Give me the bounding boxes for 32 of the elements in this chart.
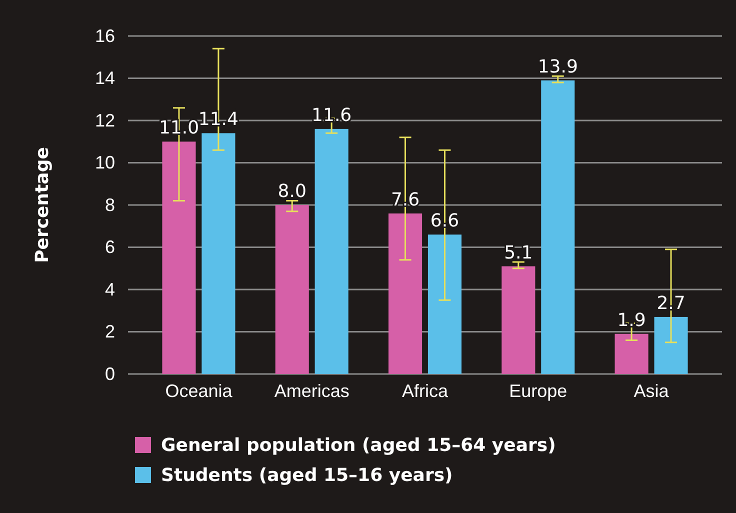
y-tick-label: 14 — [94, 68, 115, 88]
bar — [428, 234, 462, 374]
y-tick-label: 6 — [104, 237, 115, 258]
bar — [502, 266, 536, 374]
data-label: 11.6 — [312, 104, 352, 126]
x-tick-label: Africa — [402, 380, 449, 401]
y-tick-label: 12 — [94, 110, 115, 130]
bar — [202, 133, 236, 374]
y-axis-title: Percentage — [32, 147, 53, 263]
bar — [388, 213, 422, 374]
bar — [614, 334, 648, 374]
x-tick-label: Oceania — [165, 380, 234, 401]
bar — [541, 80, 575, 374]
data-label: 8.0 — [278, 181, 306, 202]
bar — [162, 142, 196, 374]
bar — [314, 128, 348, 374]
y-tick-label: 8 — [104, 194, 115, 215]
bar — [654, 316, 688, 374]
x-tick-label: Europe — [509, 380, 568, 401]
y-tick-label: 0 — [104, 364, 115, 384]
bar — [275, 205, 309, 374]
data-label: 13.9 — [538, 56, 578, 78]
legend-label: General population (aged 15–64 years) — [161, 435, 556, 456]
legend-label: Students (aged 15–16 years) — [161, 465, 453, 486]
y-tick-label: 10 — [94, 152, 115, 173]
y-tick-label: 4 — [104, 279, 115, 300]
y-tick-label: 16 — [94, 26, 115, 46]
data-label: 1.9 — [617, 310, 646, 331]
x-tick-label: Asia — [634, 380, 670, 401]
data-label: 5.1 — [504, 242, 533, 264]
x-tick-label: Americas — [274, 380, 350, 401]
y-tick-label: 2 — [104, 322, 115, 342]
